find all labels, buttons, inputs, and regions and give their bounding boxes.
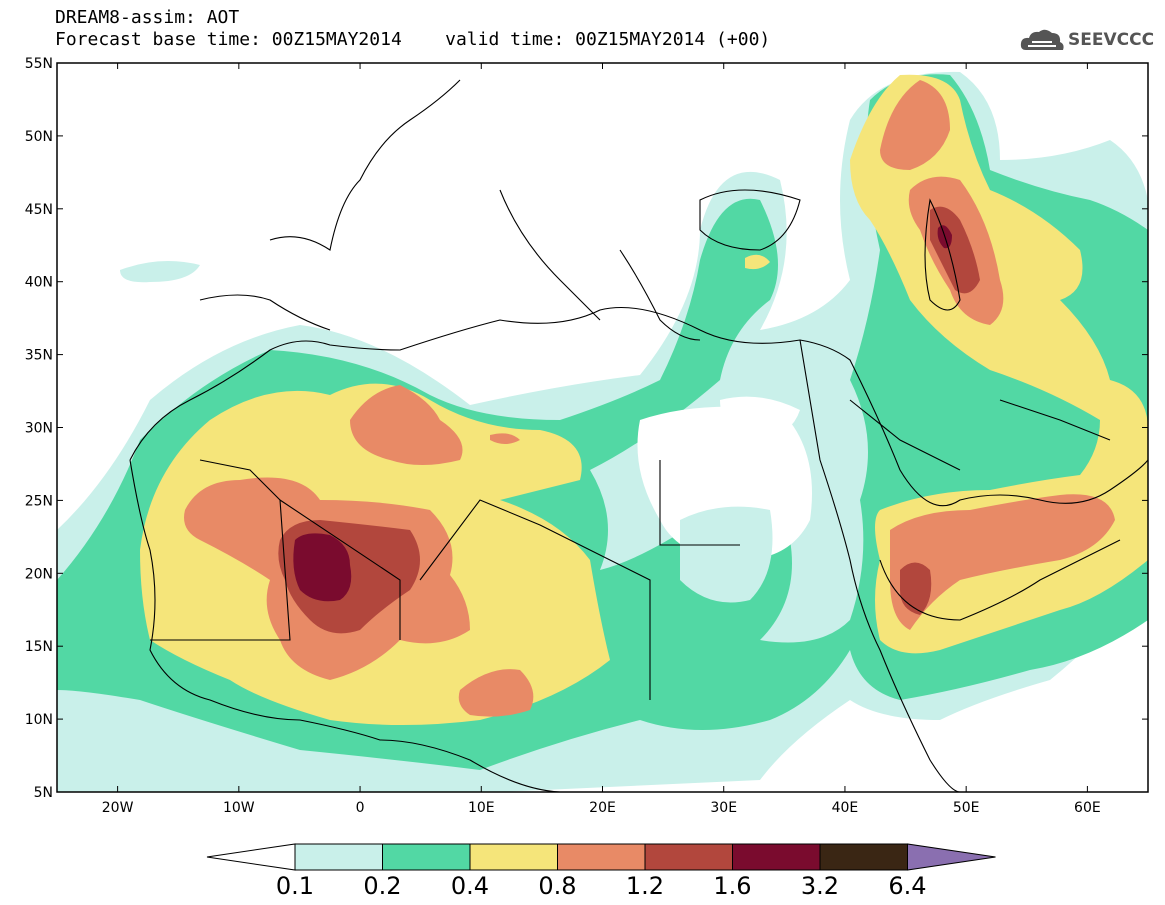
colorbar-label: 0.4 — [451, 872, 489, 900]
colorbar-swatch — [644, 843, 733, 871]
aot-patch — [680, 506, 773, 603]
colorbar-label: 3.2 — [801, 872, 839, 900]
colorbar-over-arrow — [907, 843, 996, 871]
colorbar-label: 1.2 — [626, 872, 664, 900]
lon-tick-label: 0 — [356, 800, 365, 816]
lon-tick-label: 40E — [832, 800, 859, 816]
colorbar-labels: 0.1 0.2 0.4 0.8 1.2 1.6 3.2 6.4 — [276, 872, 927, 900]
lon-tick-label: 20W — [102, 800, 134, 816]
colorbar-swatch — [294, 843, 383, 871]
colorbar-label: 1.6 — [713, 872, 751, 900]
map-title: DREAM8-assim: AOT — [55, 7, 240, 28]
colorbar-label: 0.1 — [276, 872, 314, 900]
lat-tick-label: 35N — [25, 348, 53, 364]
lon-tick-label: 50E — [953, 800, 980, 816]
colorbar-label: 0.8 — [538, 872, 576, 900]
colorbar — [206, 843, 996, 871]
lat-tick-label: 40N — [25, 275, 53, 291]
lat-tick-label: 50N — [25, 129, 53, 145]
aot-field — [57, 63, 1148, 792]
forecast-time-line: Forecast base time: 00Z15MAY2014 valid t… — [55, 29, 771, 50]
lat-tick-label: 15N — [25, 639, 53, 655]
lat-tick-label: 20N — [25, 566, 53, 582]
latitude-labels: 55N 50N 45N 40N 35N 30N 25N 20N 15N 10N 5N — [25, 56, 53, 801]
lon-tick-label: 30E — [710, 800, 737, 816]
lon-tick-label: 20E — [589, 800, 616, 816]
lat-tick-label: 10N — [25, 712, 53, 728]
colorbar-label: 6.4 — [888, 872, 926, 900]
cloud-icon — [1020, 29, 1064, 50]
lon-tick-label: 10W — [223, 800, 255, 816]
lat-tick-label: 55N — [25, 56, 53, 72]
lat-tick-label: 30N — [25, 421, 53, 437]
lon-tick-label: 10E — [468, 800, 495, 816]
seevccc-logo: SEEVCCC — [1068, 30, 1155, 50]
lat-tick-label: 45N — [25, 202, 53, 218]
longitude-labels: 20W 10W 0 10E 20E 30E 40E 50E 60E — [102, 800, 1101, 816]
colorbar-under-arrow — [206, 843, 296, 871]
lat-tick-label: 5N — [34, 785, 53, 801]
colorbar-swatch — [732, 843, 821, 871]
colorbar-swatch — [382, 843, 471, 871]
colorbar-swatch — [469, 843, 558, 871]
colorbar-swatch — [819, 843, 908, 871]
coastlines — [129, 79, 1148, 792]
lon-tick-label: 60E — [1074, 800, 1101, 816]
colorbar-label: 0.2 — [363, 872, 401, 900]
colorbar-swatch — [557, 843, 646, 871]
lat-tick-label: 25N — [25, 493, 53, 509]
